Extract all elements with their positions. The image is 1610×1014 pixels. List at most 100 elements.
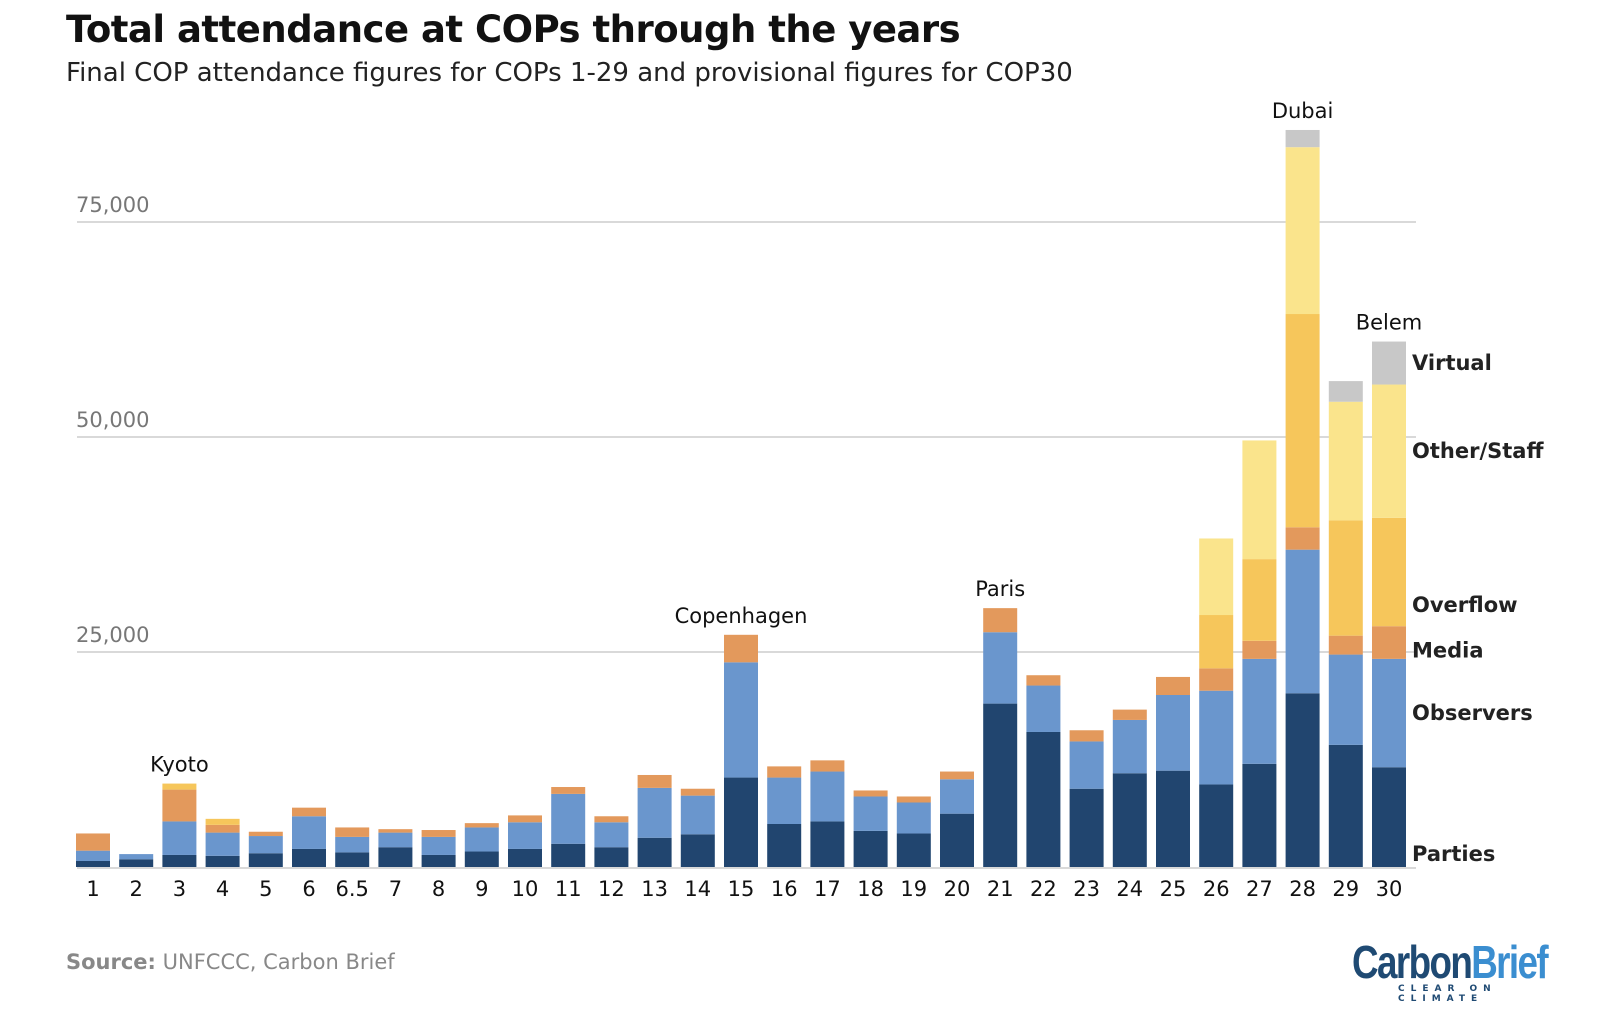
bar-segment-media-cop-17: [810, 760, 845, 772]
legend-label-virtual: Virtual: [1412, 351, 1492, 375]
bar-segment-observers-cop-5: [248, 836, 283, 854]
bar-segment-media-cop-1: [76, 833, 110, 851]
x-tick-label: 20: [944, 877, 971, 901]
bar-segment-media-cop-20: [940, 771, 974, 780]
source-note: Source: UNFCCC, Carbon Brief: [66, 950, 395, 974]
bar-segment-other-staff-cop-28: [1285, 147, 1320, 315]
x-tick-label: 30: [1376, 877, 1403, 901]
annotation-label: Paris: [975, 577, 1025, 601]
annotation-label: Copenhagen: [675, 604, 808, 628]
x-tick-label: 24: [1116, 877, 1143, 901]
bar-segment-observers-cop-26: [1199, 690, 1234, 785]
x-tick-label: 25: [1160, 877, 1187, 901]
bar-segment-observers-cop-17: [810, 771, 845, 822]
bar-segment-media-cop-6.5: [335, 827, 370, 837]
bar-segment-parties-cop-17: [810, 821, 845, 867]
x-tick-label: 16: [771, 877, 798, 901]
source-text: UNFCCC, Carbon Brief: [155, 950, 395, 974]
bar-segment-parties-cop-27: [1242, 763, 1277, 867]
bar-segment-observers-cop-30: [1372, 658, 1406, 768]
x-tick-label: 8: [432, 877, 445, 901]
bar-segment-observers-cop-3: [162, 821, 197, 855]
bar-segment-media-cop-3: [162, 789, 197, 822]
bar-segment-other-staff-cop-27: [1242, 440, 1277, 560]
bar-segment-media-cop-10: [508, 815, 542, 823]
bar-segment-parties-cop-25: [1156, 770, 1190, 867]
bar-segment-parties-cop-15: [724, 777, 758, 867]
bar-segment-overflow-cop-29: [1328, 520, 1363, 636]
bar-segment-observers-cop-28: [1285, 549, 1320, 694]
legend-label-parties: Parties: [1412, 842, 1495, 866]
bar-segment-observers-cop-16: [767, 777, 802, 824]
bar-segment-overflow-cop-3: [162, 783, 197, 790]
bar-segment-observers-cop-13: [637, 787, 672, 838]
bar-segment-media-cop-19: [896, 796, 931, 803]
logo-part2: Brief: [1471, 936, 1548, 988]
legend-label-overflow: Overflow: [1412, 593, 1518, 617]
bar-segment-observers-cop-23: [1069, 741, 1104, 789]
bar-segment-overflow-cop-4: [205, 818, 240, 825]
bar-segment-parties-cop-12: [594, 847, 629, 867]
bar-segment-media-cop-26: [1199, 668, 1234, 691]
x-tick-label: 17: [814, 877, 841, 901]
y-tick-label: 50,000: [76, 408, 149, 432]
chart-title: Total attendance at COPs through the yea…: [66, 8, 961, 51]
bar-segment-observers-cop-22: [1026, 685, 1061, 732]
y-tick-label: 75,000: [76, 193, 149, 217]
bar-segment-media-cop-14: [680, 788, 715, 796]
x-tick-label: 6: [302, 877, 315, 901]
x-tick-label: 2: [130, 877, 143, 901]
x-tick-label: 3: [173, 877, 186, 901]
bar-segment-parties-cop-11: [551, 843, 586, 867]
bar-segment-parties-cop-3: [162, 854, 197, 867]
bar-segment-parties-cop-5: [248, 853, 283, 867]
bar-segment-parties-cop-26: [1199, 784, 1234, 867]
x-tick-label: 5: [259, 877, 272, 901]
bar-segment-observers-cop-10: [508, 822, 542, 849]
bar-segment-observers-cop-20: [940, 779, 974, 814]
bar-segment-media-cop-13: [637, 774, 672, 788]
annotation-label: Kyoto: [150, 753, 209, 777]
bar-segment-observers-cop-18: [853, 796, 888, 831]
logo-part1: Carbon: [1352, 936, 1473, 988]
bar-segment-parties-cop-16: [767, 824, 802, 867]
bar-segment-media-cop-4: [205, 824, 240, 833]
bar-segment-parties-cop-9: [464, 851, 499, 867]
bar-segment-parties-cop-8: [421, 854, 456, 867]
y-tick-label: 25,000: [76, 623, 149, 647]
carbon-brief-logo: CarbonBrief CLEAR ON CLIMATE: [1352, 939, 1582, 1004]
bar-segment-media-cop-27: [1242, 640, 1277, 659]
x-tick-label: 10: [512, 877, 539, 901]
bar-segment-media-cop-28: [1285, 527, 1320, 550]
bar-segment-observers-cop-15: [724, 662, 758, 778]
bar-segment-media-cop-6: [292, 807, 326, 817]
bar-segment-observers-cop-2: [119, 854, 154, 860]
bar-segment-media-cop-16: [767, 766, 802, 778]
bar-segment-parties-cop-14: [680, 834, 715, 867]
bar-segment-virtual-cop-28: [1285, 129, 1320, 148]
x-tick-label: 4: [216, 877, 229, 901]
x-tick-label: 15: [728, 877, 755, 901]
x-tick-label: 7: [389, 877, 402, 901]
bar-segment-parties-cop-6: [292, 848, 326, 867]
legend-label-media: Media: [1412, 639, 1484, 663]
bar-segment-parties-cop-28: [1285, 693, 1320, 867]
bar-segment-other-staff-cop-29: [1328, 401, 1363, 521]
x-tick-label: 11: [555, 877, 582, 901]
bar-segment-media-cop-8: [421, 830, 456, 837]
bar-segment-observers-cop-7: [378, 832, 413, 848]
bar-segment-parties-cop-2: [119, 859, 154, 867]
legend-label-observers: Observers: [1412, 701, 1533, 725]
bar-segment-parties-cop-24: [1112, 773, 1147, 867]
x-tick-label: 18: [857, 877, 884, 901]
bar-segment-observers-cop-11: [551, 793, 586, 844]
bar-segment-observers-cop-8: [421, 836, 456, 855]
bar-segment-media-cop-15: [724, 634, 758, 663]
bar-segment-observers-cop-29: [1328, 654, 1363, 745]
annotation-label: Belem: [1356, 311, 1423, 335]
bar-segment-observers-cop-9: [464, 827, 499, 852]
bar-segment-media-cop-22: [1026, 675, 1061, 686]
bar-segment-media-cop-23: [1069, 730, 1104, 742]
x-tick-label: 29: [1332, 877, 1359, 901]
bar-segment-media-cop-11: [551, 787, 586, 794]
